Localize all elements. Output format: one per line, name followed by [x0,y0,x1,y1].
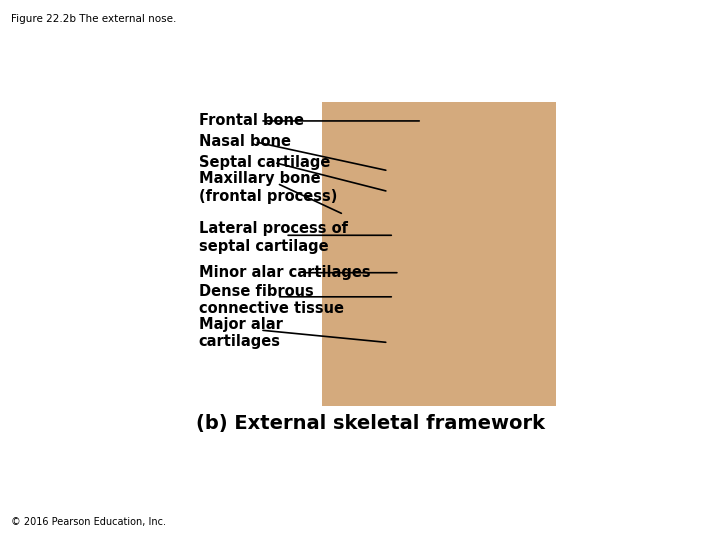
Text: © 2016 Pearson Education, Inc.: © 2016 Pearson Education, Inc. [11,516,166,526]
Text: Nasal bone: Nasal bone [199,134,291,149]
Text: Dense fibrous
connective tissue: Dense fibrous connective tissue [199,284,344,316]
Text: (b) External skeletal framework: (b) External skeletal framework [196,414,545,433]
Text: Frontal bone: Frontal bone [199,113,304,129]
Bar [322,102,556,406]
Text: Lateral process of
septal cartilage: Lateral process of septal cartilage [199,221,348,254]
Text: Figure 22.2b The external nose.: Figure 22.2b The external nose. [11,14,176,24]
Text: Major alar
cartilages: Major alar cartilages [199,317,283,349]
Text: Maxillary bone
(frontal process): Maxillary bone (frontal process) [199,171,337,204]
Text: Minor alar cartilages: Minor alar cartilages [199,265,370,280]
Text: Septal cartilage: Septal cartilage [199,155,330,170]
